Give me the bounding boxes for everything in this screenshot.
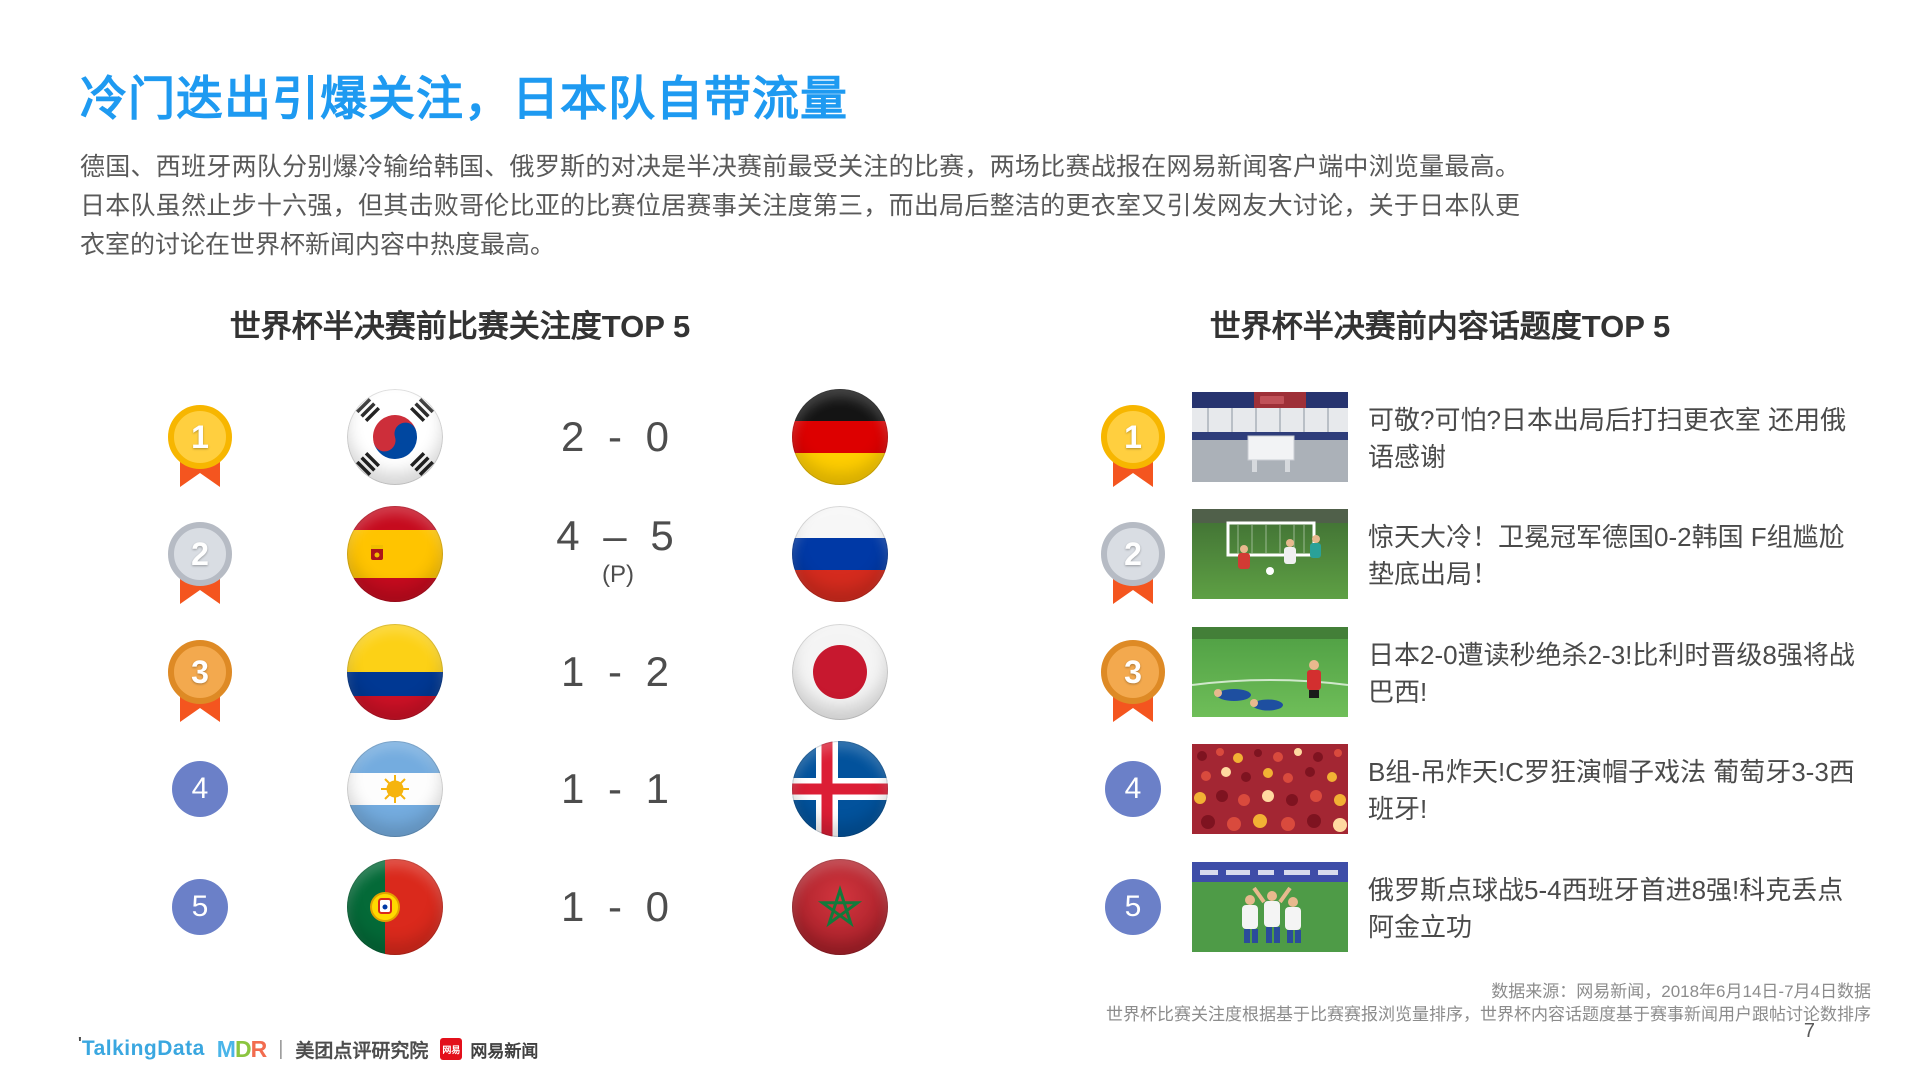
footer-logos: ' TalkingData MDR | 美团点评研究院 网易 网易新闻 <box>78 1034 538 1064</box>
intro-paragraph: 德国、西班牙两队分别爆冷输给韩国、俄罗斯的对决是半决赛前最受关注的比赛，两场比赛… <box>80 153 1520 259</box>
news-headline: B组-吊炸天!C罗狂演帽子戏法 葡萄牙3-3西班牙! <box>1368 744 1862 838</box>
netease-logo-icon: 网易 <box>440 1038 463 1060</box>
rank-number: 2 <box>1101 522 1165 586</box>
score-penalty-note: (P) <box>602 561 634 588</box>
match-score: 1 - 2 <box>560 648 676 695</box>
mdr-logo-r: R <box>250 1035 268 1062</box>
flag-japan-icon <box>792 624 888 720</box>
mdr-logo-d: D <box>234 1035 252 1062</box>
talkingdata-logo: TalkingData <box>81 1037 205 1060</box>
news-thumbnail-fans-crowd <box>1192 744 1348 834</box>
flag-morocco-icon <box>792 859 888 955</box>
rank-number: 5 <box>191 890 209 923</box>
news-headline: 惊天大冷！卫冕冠军德国0-2韩国 F组尴尬垫底出局！ <box>1368 509 1862 603</box>
match-score: 4 – 5 <box>556 512 680 559</box>
news-thumbnail-japan-belgium <box>1192 627 1348 717</box>
rank-number: 1 <box>1101 405 1165 469</box>
rank-number: 3 <box>168 640 232 704</box>
data-source-line2: 世界杯比赛关注度根据基于比赛赛报浏览量排序，世界杯内容话题度基于赛事新闻用户跟帖… <box>1106 1005 1871 1024</box>
rank-number: 4 <box>191 772 209 805</box>
rank-number: 5 <box>1124 890 1142 923</box>
topic-panel-title: 世界杯半决赛前内容话题度TOP 5 <box>1209 309 1671 344</box>
rank-medal-3: 3 <box>1101 638 1165 738</box>
rank-medal-1: 1 <box>168 403 232 503</box>
news-headline-text: 俄罗斯点球战5-4西班牙首进8强!科克丢点阿金立功 <box>1368 875 1844 942</box>
flag-germany-icon <box>792 389 888 485</box>
rank-medal-1: 1 <box>1101 403 1165 503</box>
news-thumbnail-locker-room <box>1192 392 1348 482</box>
mdr-logo-m: M <box>216 1035 236 1062</box>
flag-colombia-icon <box>347 624 443 720</box>
match-score: 1 - 1 <box>560 765 676 812</box>
rank-number: 3 <box>1101 640 1165 704</box>
data-source-note: 数据来源：网易新闻，2018年6月14日-7月4日数据 世界杯比赛关注度根据基于… <box>1106 980 1871 1026</box>
talkingdata-logo-tick: ' <box>78 1035 82 1052</box>
mdr-logo: MDR <box>216 1035 268 1063</box>
flag-iceland-icon <box>792 741 888 837</box>
rank-medal-2: 2 <box>168 520 232 620</box>
news-headline-text: 可敬?可怕?日本出局后打扫更衣室 还用俄语感谢 <box>1368 405 1847 472</box>
flag-spain-icon <box>347 506 443 602</box>
rank-number: 4 <box>1124 772 1142 805</box>
rank-medal-2: 2 <box>1101 520 1165 620</box>
news-headline: 可敬?可怕?日本出局后打扫更衣室 还用俄语感谢 <box>1368 392 1862 486</box>
rank-medal-3: 3 <box>168 638 232 738</box>
match-panel-title: 世界杯半决赛前比赛关注度TOP 5 <box>229 309 691 344</box>
logo-divider: | <box>278 1037 284 1060</box>
page-title: 冷门迭出引爆关注，日本队自带流量 <box>80 72 848 125</box>
news-headline: 俄罗斯点球战5-4西班牙首进8强!科克丢点阿金立功 <box>1368 862 1862 956</box>
match-score: 1 - 0 <box>560 883 676 930</box>
rank-badge-4: 4 <box>172 761 228 817</box>
news-headline-text: 日本2-0遭读秒绝杀2-3!比利时晋级8强将战巴西! <box>1368 640 1855 707</box>
news-thumbnail-germany-korea <box>1192 509 1348 599</box>
rank-badge-5: 5 <box>1105 879 1161 935</box>
netease-news-label: 网易新闻 <box>470 1041 539 1061</box>
news-headline: 日本2-0遭读秒绝杀2-3!比利时晋级8强将战巴西! <box>1368 627 1862 721</box>
news-thumbnail-russia-celebration <box>1192 862 1348 952</box>
flag-portugal-icon <box>347 859 443 955</box>
news-headline-text: 惊天大冷！卫冕冠军德国0-2韩国 F组尴尬垫底出局！ <box>1368 522 1845 589</box>
flag-south-korea-icon <box>347 389 443 485</box>
rank-badge-5: 5 <box>172 879 228 935</box>
data-source-line1: 数据来源：网易新闻，2018年6月14日-7月4日数据 <box>1491 982 1871 1001</box>
match-score: 2 - 0 <box>560 413 676 460</box>
rank-badge-4: 4 <box>1105 761 1161 817</box>
flag-russia-icon <box>792 506 888 602</box>
rank-number: 1 <box>168 405 232 469</box>
news-headline-text: B组-吊炸天!C罗狂演帽子戏法 葡萄牙3-3西班牙! <box>1368 757 1855 824</box>
flag-argentina-icon <box>347 741 443 837</box>
meituan-research-label: 美团点评研究院 <box>295 1040 429 1062</box>
rank-number: 2 <box>168 522 232 586</box>
page-number: 7 <box>1803 1020 1815 1042</box>
